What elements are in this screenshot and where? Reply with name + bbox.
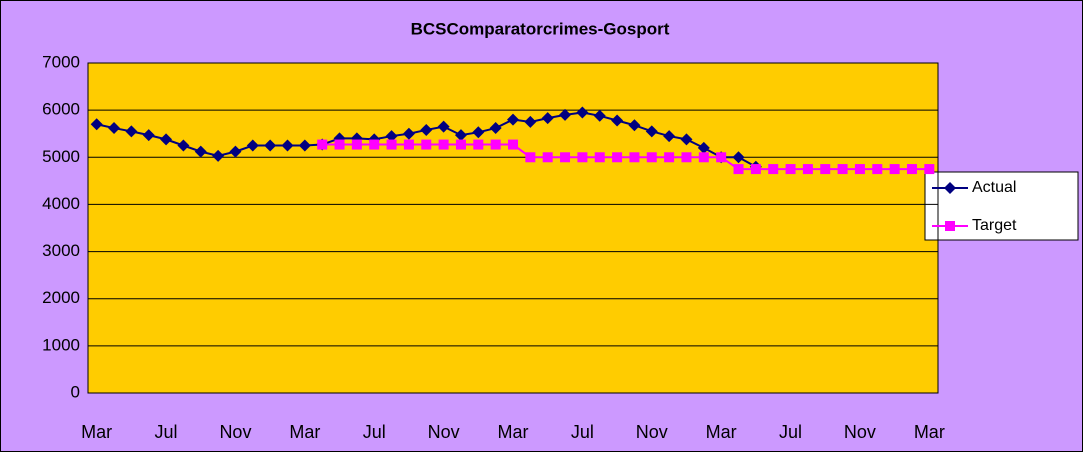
marker	[663, 130, 676, 143]
marker	[229, 145, 242, 158]
y-tick-label: 0	[71, 382, 80, 401]
marker	[820, 164, 831, 175]
marker	[160, 133, 173, 146]
marker	[403, 139, 414, 150]
marker	[438, 139, 449, 150]
marker	[334, 139, 345, 150]
y-tick-label: 6000	[42, 100, 80, 119]
marker	[246, 139, 259, 152]
marker	[386, 139, 397, 150]
marker	[264, 139, 277, 152]
marker	[524, 115, 537, 128]
chart-title: BCSComparatorcrimes-Gosport	[411, 19, 670, 38]
marker	[420, 123, 433, 136]
x-tick-label: Mar	[706, 422, 737, 442]
marker	[645, 125, 658, 138]
y-tick-label: 2000	[42, 288, 80, 307]
x-tick-label: Mar	[289, 422, 320, 442]
marker	[664, 152, 675, 163]
marker	[142, 129, 155, 142]
marker	[490, 139, 501, 150]
x-tick-label: Nov	[844, 422, 876, 442]
legend-label: Actual	[972, 179, 1016, 196]
marker	[680, 133, 693, 146]
marker	[385, 130, 398, 143]
x-tick-label: Mar	[914, 422, 945, 442]
marker	[646, 152, 657, 163]
y-tick-label: 1000	[42, 335, 80, 354]
marker	[612, 152, 623, 163]
marker	[298, 139, 311, 152]
legend-marker	[945, 221, 955, 231]
marker	[629, 152, 640, 163]
y-tick-label: 3000	[42, 241, 80, 260]
marker	[889, 164, 900, 175]
marker	[281, 139, 294, 152]
marker	[421, 139, 432, 150]
y-tick-label: 4000	[42, 194, 80, 213]
marker	[473, 139, 484, 150]
marker	[837, 164, 848, 175]
marker	[455, 139, 466, 150]
marker	[906, 164, 917, 175]
marker	[577, 152, 588, 163]
y-tick-label: 7000	[42, 52, 80, 71]
marker	[317, 139, 328, 150]
marker	[768, 164, 779, 175]
marker	[593, 109, 606, 122]
marker	[508, 139, 518, 150]
plot-border	[87, 62, 939, 394]
marker	[369, 139, 380, 150]
marker	[90, 118, 103, 131]
marker	[559, 108, 572, 121]
marker	[402, 127, 415, 140]
marker	[194, 145, 207, 158]
marker	[489, 122, 502, 135]
marker	[802, 164, 813, 175]
marker	[560, 152, 571, 163]
legend-label: Target	[972, 217, 1017, 234]
marker	[108, 122, 121, 135]
marker	[594, 152, 605, 163]
x-tick-label: Mar	[498, 422, 529, 442]
marker	[507, 113, 519, 126]
x-tick-label: Nov	[219, 422, 251, 442]
marker	[525, 152, 536, 163]
x-tick-label: Mar	[81, 422, 112, 442]
marker	[697, 141, 710, 154]
plot-area	[88, 63, 938, 393]
marker	[732, 151, 745, 164]
marker	[125, 125, 138, 138]
marker	[698, 152, 709, 163]
marker	[576, 106, 589, 119]
x-tick-label: Nov	[636, 422, 668, 442]
marker	[924, 164, 935, 175]
marker	[177, 139, 190, 152]
x-tick-label: Nov	[428, 422, 460, 442]
marker	[681, 152, 692, 163]
marker	[611, 114, 624, 127]
x-tick-label: Jul	[779, 422, 802, 442]
legend-marker	[944, 182, 956, 194]
marker	[541, 112, 554, 125]
marker	[437, 120, 450, 133]
x-tick-label: Jul	[571, 422, 594, 442]
marker	[785, 164, 796, 175]
marker	[542, 152, 553, 163]
marker	[212, 149, 225, 162]
marker	[716, 152, 727, 163]
marker	[472, 126, 485, 139]
marker	[750, 164, 761, 175]
marker	[872, 164, 883, 175]
x-tick-label: Jul	[363, 422, 386, 442]
marker	[854, 164, 865, 175]
y-tick-label: 5000	[42, 147, 80, 166]
marker	[628, 119, 641, 132]
marker	[454, 129, 467, 142]
marker	[351, 139, 362, 150]
marker	[733, 164, 744, 175]
x-tick-label: Jul	[155, 422, 178, 442]
